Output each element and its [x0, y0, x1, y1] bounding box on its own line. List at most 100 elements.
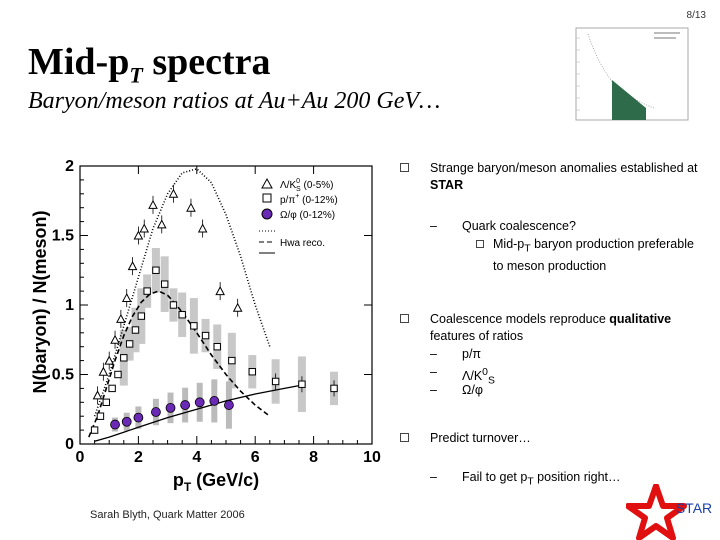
y-tick-label: 2 [65, 158, 74, 175]
bullet-3-post: baryon production preferable to meson pr… [493, 237, 694, 273]
bullet-square-icon [400, 433, 409, 442]
p-pi-point [298, 380, 306, 388]
lambda-k-point [116, 313, 126, 323]
bullet-9-post: position right… [533, 470, 621, 484]
bullet-square-icon [400, 314, 409, 323]
legend-3-label: Ω/φ [280, 210, 297, 221]
slide-subtitle: Baryon/meson ratios at Au+Au 200 GeV… [28, 88, 441, 114]
p-pi-point [271, 377, 280, 386]
thumbnail-curve [587, 33, 655, 109]
spectra-thumbnail [575, 27, 689, 121]
p-pi-point [152, 266, 160, 274]
p-pi-point [137, 312, 146, 320]
omega-phi-point [194, 397, 205, 408]
bullet-1-pre: Strange baryon/meson anomalies establish… [430, 161, 698, 175]
bullet-3: Mid-pT baryon production preferable to m… [476, 236, 696, 275]
dash-marker: – [430, 383, 437, 397]
legend-2-tail: (0-12%) [299, 195, 337, 206]
legend-3-tail: (0-12%) [297, 210, 335, 221]
p-pi-point [169, 301, 178, 309]
lambda-k-point [215, 286, 225, 296]
tick-labels: 0 2 4 6 8 10 0 0.5 1 1.5 2 [52, 158, 381, 466]
star-icon [626, 484, 687, 540]
p-pi-point [178, 311, 186, 319]
bullet-square-icon [476, 240, 484, 248]
bullet-square-icon [400, 163, 409, 172]
legend-1-label: Λ/K [280, 180, 296, 191]
p-pi-point [160, 280, 169, 288]
lambda-k-point [232, 302, 243, 312]
x-axis-label: pT (GeV/c) [173, 470, 259, 494]
legend-square-marker [262, 193, 272, 203]
bullet-3-text: Mid-pT baryon production preferable to m… [493, 236, 696, 275]
p-pi-point [90, 426, 99, 434]
y-tick-label: 0 [65, 436, 74, 453]
lambda-k-point [110, 334, 120, 344]
legend-2-sup: + [295, 193, 299, 200]
legend-2-label: p/π [280, 195, 295, 206]
dash-marker: – [430, 219, 437, 233]
legend-triangle-marker [261, 177, 273, 189]
star-logo: STAR [626, 484, 712, 540]
lambda-k-point [92, 390, 103, 400]
x-axis-label-unit: (GeV/c) [191, 470, 259, 490]
bullet-2-text: Quark coalescence? [462, 219, 576, 233]
footer-credit: Sarah Blyth, Quark Matter 2006 [90, 509, 245, 521]
dash-marker: – [430, 365, 437, 379]
omega-phi-point [121, 416, 132, 427]
legend-entry-1: Λ/K0 S (0-5%) [280, 178, 334, 193]
p-pi-point [120, 354, 128, 362]
curve-solid [94, 384, 300, 442]
bullet-9-pre: Fail to get p [462, 470, 528, 484]
omega-phi-point [133, 412, 144, 423]
bullet-7-text: Ω/φ [462, 383, 483, 397]
p-pi-point [114, 370, 122, 379]
chart-legend: Λ/K0 S (0-5%) p/π+ (0-12%) Ω/φ (0-12%) Hw… [259, 177, 338, 254]
thumbnail-legend [654, 32, 680, 39]
bullet-4-strong: qualitative [609, 312, 672, 326]
bullet-4: Coalescence models reproduce qualitative… [400, 311, 700, 345]
lambda-k-point [104, 355, 115, 365]
omega-phi-point [224, 400, 234, 410]
bullet-6-text: Λ/K0S [462, 364, 700, 390]
bullet-6-sup: 0 [482, 367, 488, 378]
p-pi-point [213, 343, 221, 351]
bullet-4-text: Coalescence models reproduce qualitative… [430, 311, 700, 345]
ratio-chart: 0 2 4 6 8 10 0 0.5 1 1.5 2 N(baryon) / N(meson) pT… [30, 158, 381, 494]
bullet-3-pre: Mid-p [493, 237, 525, 251]
thumbnail-shaded-region [612, 80, 646, 120]
bullet-2: – Quark coalescence? [430, 218, 700, 235]
x-tick-label: 8 [309, 449, 318, 466]
legend-entry-3: Ω/φ (0-12%) [280, 210, 335, 221]
legend-1-sub: S [296, 186, 301, 193]
slide-title: Mid-pT spectra [28, 40, 271, 89]
p-pi-point [201, 331, 210, 340]
title-main: Mid-p [28, 41, 130, 83]
omega-phi-point [151, 407, 161, 417]
p-pi-point [248, 368, 256, 376]
bullet-8: Predict turnover… [400, 430, 700, 447]
bullet-7: – Ω/φ [430, 382, 700, 399]
omega-phi-point [180, 400, 191, 410]
omega-phi-point [165, 402, 176, 413]
bullet-1-strong: STAR [430, 178, 464, 192]
dash-marker: – [430, 470, 437, 484]
slide-number: 8/13 [686, 10, 706, 21]
p-pi-point [190, 322, 198, 330]
lambda-k-point [186, 202, 196, 212]
legend-1-tail: (0-5%) [301, 180, 334, 191]
lambda-k-point [168, 188, 179, 198]
bullet-9: – Fail to get pT position right… [430, 469, 700, 491]
x-tick-label: 0 [76, 449, 85, 466]
y-tick-label: 1 [65, 297, 74, 314]
lambda-k-point [148, 199, 158, 209]
lambda-k-point [133, 230, 144, 240]
bullet-6-sub: S [487, 375, 495, 387]
model-curves [88, 167, 300, 442]
lambda-k-point [197, 223, 208, 233]
legend-circle-marker [261, 208, 273, 220]
bullet-5: – p/π [430, 346, 700, 363]
x-axis-label-subscript: T [184, 480, 192, 494]
y-tick-label: 1.5 [52, 228, 74, 245]
dash-marker: – [430, 347, 437, 361]
